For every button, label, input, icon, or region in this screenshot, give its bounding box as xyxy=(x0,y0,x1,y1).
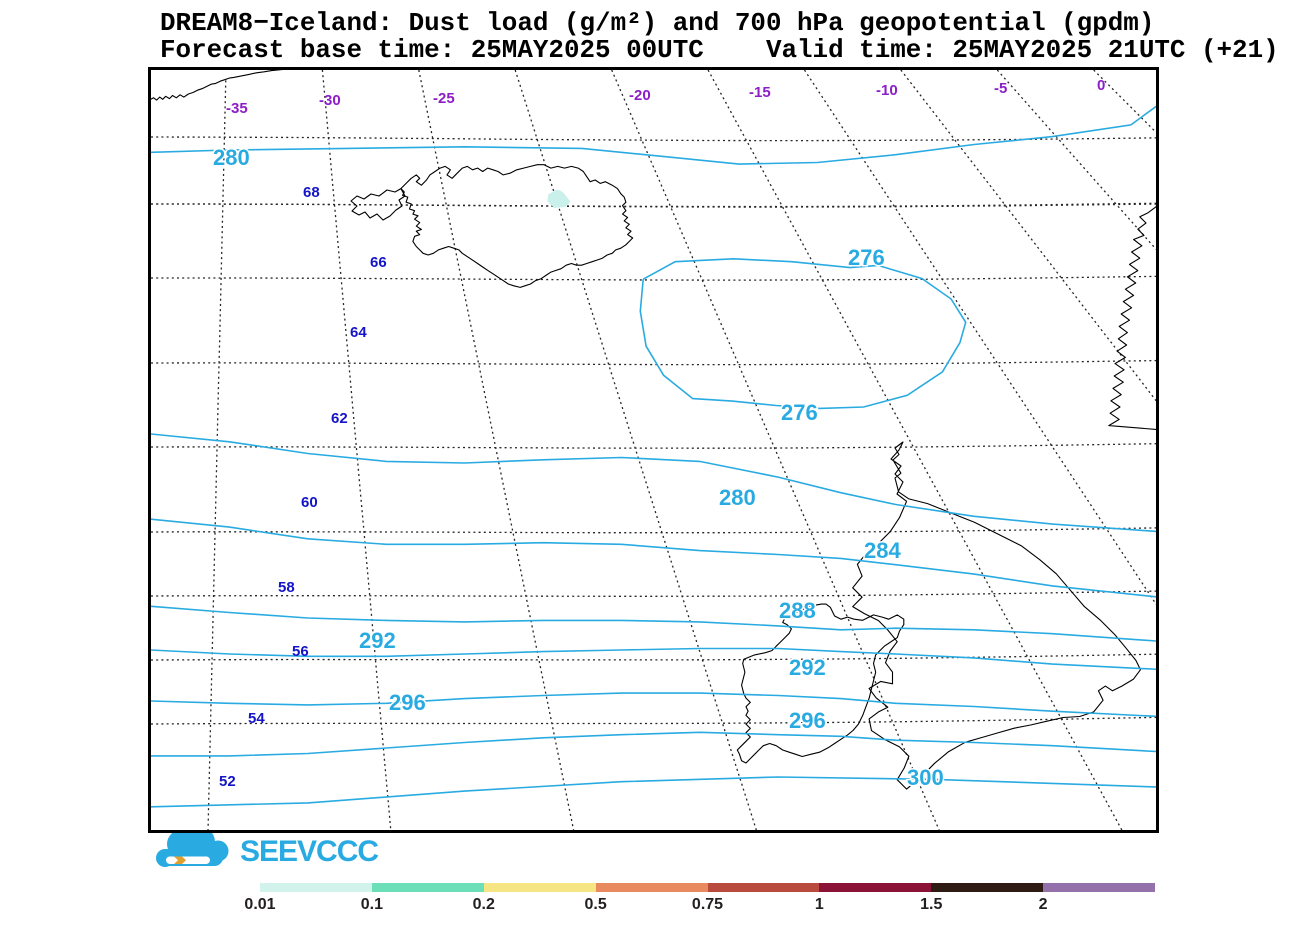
svg-text:56: 56 xyxy=(292,643,309,660)
svg-text:300: 300 xyxy=(907,765,944,790)
svg-text:292: 292 xyxy=(789,655,826,680)
svg-text:288: 288 xyxy=(779,598,816,623)
svg-text:-35: -35 xyxy=(226,100,248,117)
svg-text:280: 280 xyxy=(719,485,756,510)
svg-text:58: 58 xyxy=(278,579,295,596)
svg-text:276: 276 xyxy=(781,400,818,425)
svg-text:62: 62 xyxy=(331,410,348,427)
svg-text:66: 66 xyxy=(370,254,387,271)
svg-text:-25: -25 xyxy=(433,90,455,107)
svg-text:-15: -15 xyxy=(749,84,771,101)
svg-text:284: 284 xyxy=(864,538,901,563)
svg-text:280: 280 xyxy=(213,145,250,170)
svg-text:292: 292 xyxy=(359,628,396,653)
svg-text:68: 68 xyxy=(303,184,320,201)
svg-text:64: 64 xyxy=(350,324,367,341)
svg-text:-30: -30 xyxy=(319,92,341,109)
svg-text:-10: -10 xyxy=(876,82,898,99)
svg-text:0: 0 xyxy=(1097,77,1105,94)
svg-text:296: 296 xyxy=(789,708,826,733)
svg-text:54: 54 xyxy=(248,710,265,727)
svg-text:296: 296 xyxy=(389,690,426,715)
svg-text:-5: -5 xyxy=(994,80,1007,97)
svg-text:60: 60 xyxy=(301,494,318,511)
svg-text:-20: -20 xyxy=(629,87,651,104)
svg-text:276: 276 xyxy=(848,245,885,270)
svg-text:52: 52 xyxy=(219,773,236,790)
